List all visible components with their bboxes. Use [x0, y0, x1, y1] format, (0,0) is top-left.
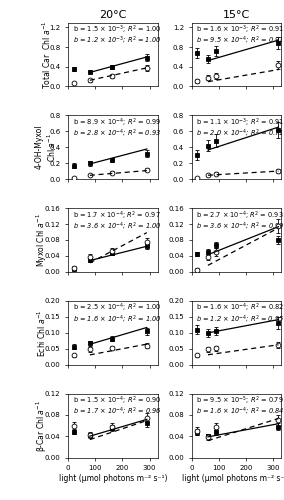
Y-axis label: β-Car Chl $a^{-1}$: β-Car Chl $a^{-1}$: [35, 400, 49, 452]
Title: 15°C: 15°C: [223, 10, 250, 20]
Text: b = 1.2 × 10$^{-4}$; $R^2$ = 0.95: b = 1.2 × 10$^{-4}$; $R^2$ = 0.95: [196, 314, 284, 324]
Text: b = 9.5 × 10$^{-5}$; $R^2$ = 0.79: b = 9.5 × 10$^{-5}$; $R^2$ = 0.79: [196, 395, 284, 407]
Text: b = 1.2 × 10$^{-3}$; $R^2$ = 1.00: b = 1.2 × 10$^{-3}$; $R^2$ = 1.00: [73, 36, 161, 46]
Text: b = 8.9 × 10$^{-4}$; $R^2$ = 0.99: b = 8.9 × 10$^{-4}$; $R^2$ = 0.99: [73, 116, 161, 129]
X-axis label: light (μmol photons m⁻² s⁻¹): light (μmol photons m⁻² s⁻¹): [59, 474, 167, 483]
Text: b = 2.7 × 10$^{-4}$; $R^2$ = 0.93: b = 2.7 × 10$^{-4}$; $R^2$ = 0.93: [196, 210, 284, 222]
Y-axis label: 4-OH-Myxol
Chl $a^{-1}$: 4-OH-Myxol Chl $a^{-1}$: [35, 125, 58, 170]
Text: b = 2.0 × 10$^{-4}$; $R^2$ = 0.71: b = 2.0 × 10$^{-4}$; $R^2$ = 0.71: [196, 128, 284, 139]
Title: 20°C: 20°C: [99, 10, 127, 20]
Text: b = 1.7 × 10$^{-4}$; $R^2$ = 0.96: b = 1.7 × 10$^{-4}$; $R^2$ = 0.96: [73, 406, 161, 418]
Text: b = 2.8 × 10$^{-4}$; $R^2$ = 0.93: b = 2.8 × 10$^{-4}$; $R^2$ = 0.93: [73, 128, 161, 139]
Text: b = 9.5 × 10$^{-4}$; $R^2$ = 0.91: b = 9.5 × 10$^{-4}$; $R^2$ = 0.91: [196, 36, 284, 46]
Text: b = 1.1 × 10$^{-3}$; $R^2$ = 0.91: b = 1.1 × 10$^{-3}$; $R^2$ = 0.91: [196, 116, 284, 129]
Text: b = 1.6 × 10$^{-4}$; $R^2$ = 0.82: b = 1.6 × 10$^{-4}$; $R^2$ = 0.82: [196, 302, 284, 314]
Y-axis label: Myxol Chl $a^{-1}$: Myxol Chl $a^{-1}$: [35, 213, 49, 267]
Text: b = 1.6 × 10$^{-4}$; $R^2$ = 1.00: b = 1.6 × 10$^{-4}$; $R^2$ = 1.00: [73, 314, 161, 324]
Text: b = 1.5 × 10$^{-3}$; $R^2$ = 1.00: b = 1.5 × 10$^{-3}$; $R^2$ = 1.00: [73, 24, 161, 36]
Y-axis label: Echi Chl $a^{-1}$: Echi Chl $a^{-1}$: [36, 309, 48, 356]
X-axis label: light (μmol photons m⁻² s⁻¹): light (μmol photons m⁻² s⁻¹): [182, 474, 284, 483]
Text: b = 2.5 × 10$^{-4}$; $R^2$ = 1.00: b = 2.5 × 10$^{-4}$; $R^2$ = 1.00: [73, 302, 161, 314]
Text: b = 1.7 × 10$^{-4}$; $R^2$ = 0.97: b = 1.7 × 10$^{-4}$; $R^2$ = 0.97: [73, 210, 160, 222]
Text: b = 3.6 × 10$^{-4}$; $R^2$ = 1.00: b = 3.6 × 10$^{-4}$; $R^2$ = 1.00: [73, 221, 161, 232]
Text: b = 1.5 × 10$^{-4}$; $R^2$ = 0.90: b = 1.5 × 10$^{-4}$; $R^2$ = 0.90: [73, 395, 161, 407]
Text: b = 1.6 × 10$^{-3}$; $R^2$ = 0.91: b = 1.6 × 10$^{-3}$; $R^2$ = 0.91: [196, 24, 284, 36]
Y-axis label: Total Car  Chl $a^{-1}$: Total Car Chl $a^{-1}$: [40, 20, 53, 89]
Text: b = 1.6 × 10$^{-4}$; $R^2$ = 0.84: b = 1.6 × 10$^{-4}$; $R^2$ = 0.84: [196, 406, 284, 418]
Text: b = 3.6 × 10$^{-4}$; $R^2$ = 0.99: b = 3.6 × 10$^{-4}$; $R^2$ = 0.99: [196, 221, 284, 232]
